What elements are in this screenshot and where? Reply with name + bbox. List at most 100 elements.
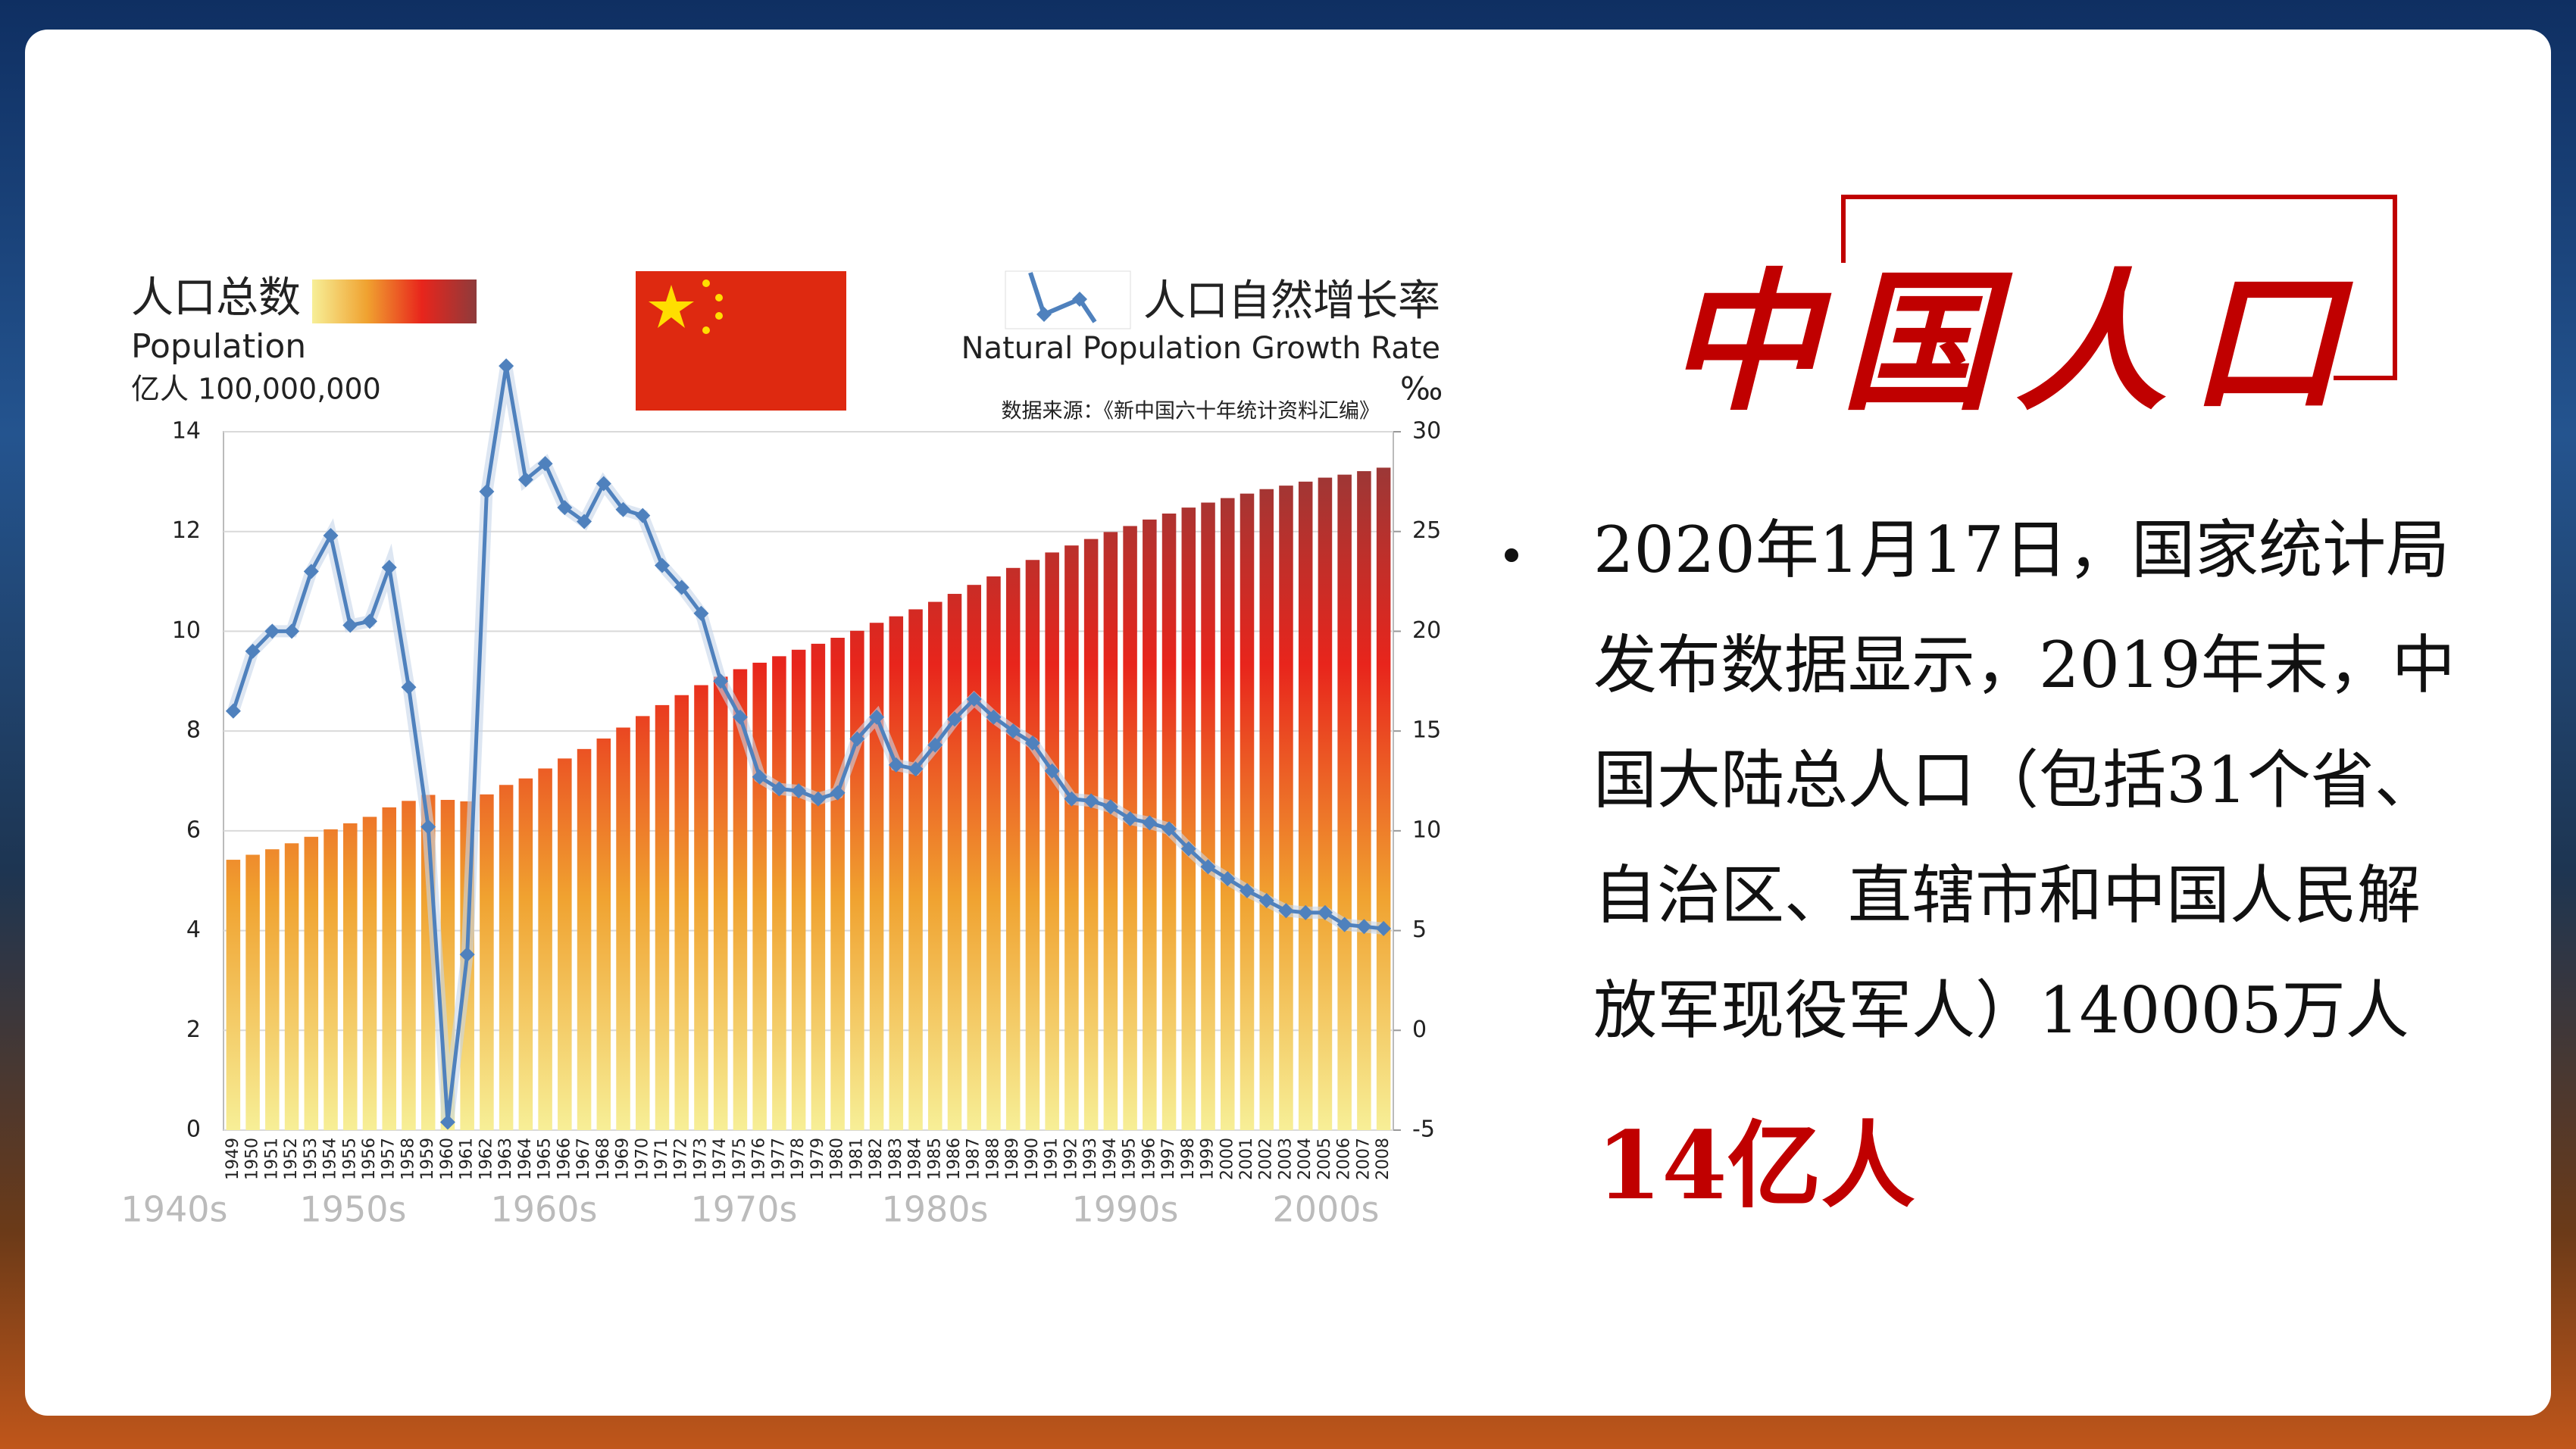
x-tick-label: 1961: [458, 1138, 477, 1180]
x-tick-label: 1984: [906, 1138, 925, 1180]
x-tick-label: 1956: [360, 1138, 379, 1180]
x-tick-label: 1996: [1140, 1138, 1158, 1180]
line-marker: [1317, 904, 1333, 920]
line-marker: [557, 500, 573, 516]
bar: [713, 676, 728, 1130]
x-tick-label: 1983: [886, 1138, 905, 1180]
y2-tick-label: 30: [1412, 418, 1441, 445]
line-marker: [303, 564, 319, 579]
x-tick-label: 1997: [1159, 1138, 1178, 1180]
y-tick-label: 10: [172, 617, 201, 644]
bar: [480, 794, 494, 1130]
y2-tick-label: 25: [1412, 517, 1441, 544]
y2-unit: ‰: [1400, 370, 1443, 408]
bar: [811, 643, 826, 1130]
x-tick-label: 1991: [1043, 1138, 1061, 1180]
x-group-label: 1970s: [690, 1189, 797, 1230]
line-marker: [732, 709, 748, 725]
x-tick-label: 1992: [1061, 1138, 1080, 1180]
line-marker: [674, 579, 689, 595]
x-tick-label: 1959: [418, 1138, 437, 1180]
bar: [636, 716, 650, 1130]
bar: [1259, 489, 1274, 1130]
x-tick-label: 1965: [536, 1138, 555, 1180]
x-tick-label: 1957: [380, 1138, 399, 1180]
x-tick-label: 1974: [711, 1138, 730, 1180]
bullet-line: 自治区、直辖市和中国人民解: [1593, 858, 2421, 932]
legend-bar-label: 人口总数: [131, 273, 301, 323]
line-marker: [537, 456, 553, 472]
line-marker: [245, 643, 261, 659]
x-tick-label: 2006: [1335, 1138, 1354, 1180]
x-tick-label: 1977: [769, 1138, 788, 1180]
bar: [1279, 486, 1293, 1130]
line-marker: [1044, 763, 1060, 779]
bar: [226, 860, 241, 1130]
bar: [343, 823, 358, 1130]
line-marker: [1122, 811, 1138, 827]
line-marker: [752, 769, 767, 785]
bar: [304, 836, 319, 1130]
line-marker: [517, 472, 533, 488]
x-tick-label: 1952: [282, 1138, 301, 1180]
bar: [1005, 567, 1021, 1130]
x-tick-label: 1988: [983, 1138, 1002, 1180]
bar: [674, 695, 689, 1130]
y2-tick-label: 15: [1412, 717, 1441, 744]
y2-label: Natural Population Growth Rate: [961, 331, 1440, 366]
x-tick-label: 1972: [672, 1138, 691, 1180]
line-marker: [1220, 871, 1236, 887]
line-marker: [342, 617, 358, 633]
china-flag: [636, 271, 846, 411]
x-tick-label: 1998: [1179, 1138, 1198, 1180]
x-group-label: 1940s: [120, 1189, 227, 1230]
line-marker: [869, 709, 885, 725]
bar: [889, 616, 904, 1130]
bar: [1337, 474, 1352, 1130]
x-tick-label: 1975: [730, 1138, 749, 1180]
line-marker: [459, 947, 475, 963]
highlight: 14亿人: [1596, 1111, 1915, 1221]
line-marker: [1376, 920, 1392, 936]
bar: [538, 768, 552, 1130]
bar: [791, 649, 806, 1130]
x-tick-label: 2003: [1276, 1138, 1295, 1180]
line-marker: [947, 711, 962, 727]
x-tick-label: 1954: [321, 1138, 340, 1180]
line-marker: [479, 484, 495, 500]
bar: [830, 637, 845, 1130]
line-marker: [323, 527, 339, 543]
x-tick-label: 1953: [302, 1138, 320, 1180]
x-group-label: 1960s: [490, 1189, 597, 1230]
x-tick-label: 1971: [652, 1138, 671, 1180]
line-marker: [381, 560, 397, 576]
bar-legend-swatch: [312, 279, 477, 323]
x-tick-label: 1995: [1121, 1138, 1140, 1180]
x-tick-label: 1976: [750, 1138, 769, 1180]
line-marker: [655, 557, 670, 573]
bar: [655, 704, 670, 1130]
bar: [967, 585, 981, 1130]
y-label: Population: [131, 327, 306, 366]
line-marker: [830, 785, 846, 801]
line-legend-icon: [1005, 270, 1131, 329]
bullet-line: 国大陆总人口（包括31个省、: [1593, 743, 2438, 817]
line-marker: [1142, 815, 1158, 831]
line-marker: [1258, 893, 1274, 909]
y-tick-label: 2: [186, 1016, 201, 1043]
x-tick-label: 1999: [1199, 1138, 1218, 1180]
bar: [869, 623, 884, 1130]
line-marker: [362, 614, 377, 629]
bar: [694, 685, 708, 1130]
y2-tick-label: 20: [1412, 617, 1441, 644]
y-tick-label: 8: [186, 717, 201, 744]
line-marker: [1200, 859, 1216, 875]
bar: [558, 758, 572, 1130]
x-tick-label: 1968: [594, 1138, 613, 1180]
x-tick-label: 2001: [1237, 1138, 1256, 1180]
line-marker: [713, 673, 729, 689]
line-marker: [1336, 917, 1352, 932]
x-tick-label: 1969: [614, 1138, 633, 1180]
x-tick-label: 1973: [691, 1138, 710, 1180]
